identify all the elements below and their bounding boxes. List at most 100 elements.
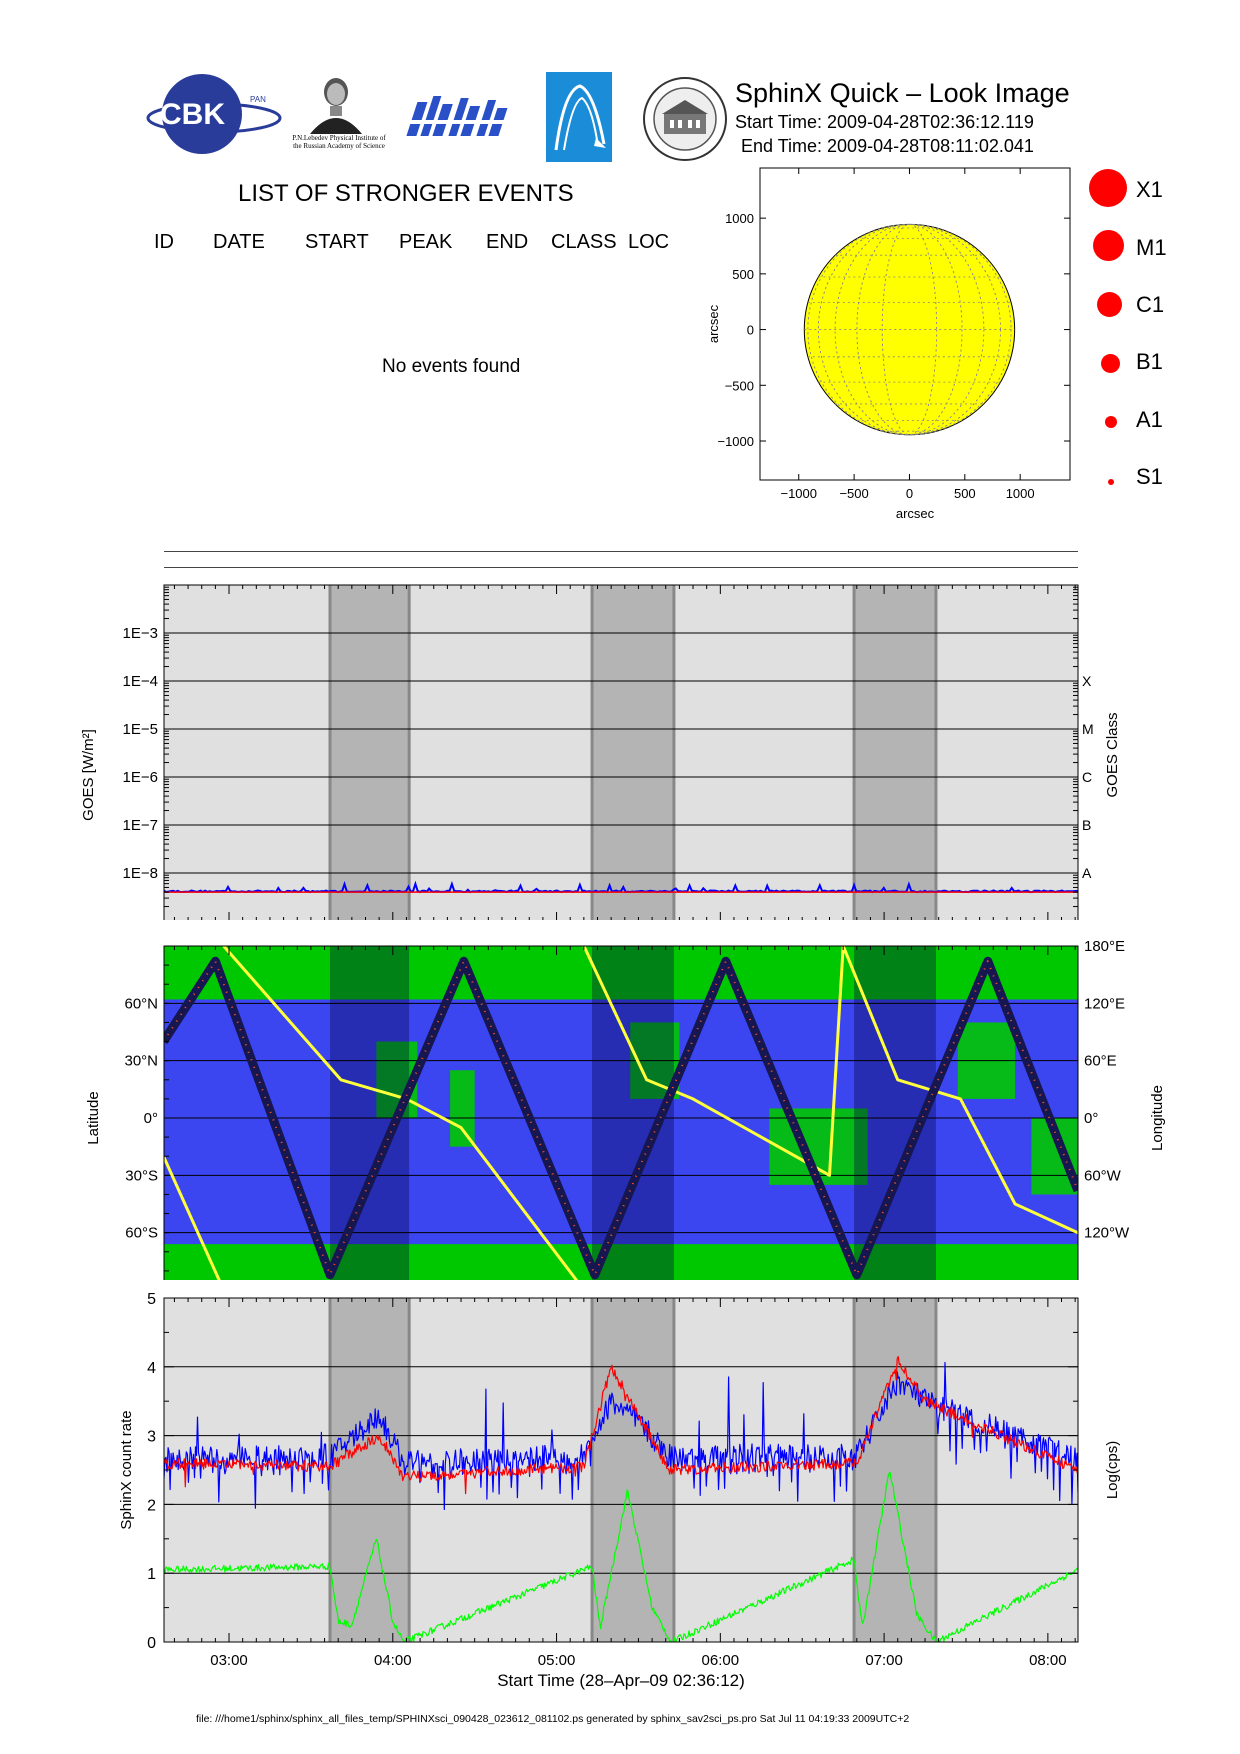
- legend-label-c1: C1: [1136, 292, 1165, 317]
- start-time: Start Time: 2009-04-28T02:36:12.119: [735, 112, 1034, 132]
- legend-dot-c1: [1097, 292, 1122, 317]
- count-eclipse-band: [330, 1298, 410, 1642]
- legend-label-m1: M1: [1136, 235, 1167, 260]
- orbit-right-tick-label: 120°E: [1084, 995, 1125, 1012]
- goes-class-label: A: [1082, 865, 1092, 881]
- legend-dot-m1: [1093, 230, 1124, 261]
- column-header-end: END: [486, 231, 529, 253]
- legend-dot-a1: [1105, 416, 1117, 428]
- orbit-green-region-north: [164, 946, 1078, 1000]
- count-x-tick-label: 03:00: [210, 1652, 248, 1669]
- goes-y-tick-label: 1E−5: [123, 721, 158, 738]
- orbit-latitude-track: [164, 956, 1078, 1280]
- sun-disk-chart: −1000 −500 0 500 1000 −1000 −500 0 500 1000 arcse…: [706, 167, 1071, 520]
- count-y-tick-label: 2: [147, 1497, 156, 1514]
- sun-x-tick-label: −1000: [780, 486, 817, 501]
- orbit-chart: 90°S60°S30°S0°30°N60°N180°W120°W60°W0°60…: [85, 938, 1166, 1280]
- column-header-date: DATE: [213, 231, 265, 253]
- goes-class-label: B: [1082, 817, 1091, 833]
- count-y-tick-label: 0: [147, 1635, 156, 1652]
- count-eclipse-band: [854, 1298, 936, 1642]
- goes-plot-frame: [163, 584, 1079, 920]
- orbit-y-tick-label: 30°S: [125, 1167, 158, 1184]
- legend-dot-b1: [1101, 354, 1120, 373]
- cbk-logo: CBK PAN: [146, 72, 282, 156]
- count-x-tick-label: 04:00: [374, 1652, 412, 1669]
- divider-line-1: [164, 551, 1078, 552]
- count-rate-chart: 0 1 2 3 4 5 03:00 04:00 05:00 06:00 07:00 08:00 Sph…: [118, 1291, 1121, 1690]
- lebedev-logo: P.N.Lebedev Physical Institute of the Ru…: [292, 72, 386, 162]
- orbit-y-tick-label: 30°N: [124, 1053, 158, 1070]
- count-y-tick-label: 5: [147, 1291, 156, 1308]
- count-series-line: [164, 1355, 1078, 1495]
- column-header-peak: PEAK: [399, 231, 453, 253]
- orbit-right-tick-label: 180°E: [1084, 938, 1125, 955]
- count-x-tick-label: 05:00: [538, 1652, 576, 1669]
- sun-x-tick-label: 500: [954, 486, 976, 501]
- count-y-tick-label: 1: [147, 1566, 156, 1583]
- goes-y-tick-label: 1E−7: [123, 817, 158, 834]
- column-header-loc: LOC: [628, 231, 670, 253]
- sun-y-tick-label: 500: [732, 267, 754, 282]
- goes-class-label: M: [1082, 721, 1094, 737]
- no-events-message: No events found: [382, 356, 521, 377]
- sun-y-axis-label: arcsec: [706, 304, 721, 343]
- orbit-green-patch: [450, 1070, 475, 1147]
- count-x-axis-label: Start Time (28–Apr–09 02:36:12): [497, 1671, 745, 1690]
- events-title: LIST OF STRONGER EVENTS: [238, 180, 574, 207]
- end-time: End Time: 2009-04-28T08:11:02.041: [741, 136, 1034, 156]
- count-series-line: [164, 1471, 1078, 1642]
- orbit-right-tick-label: 0°: [1084, 1110, 1098, 1127]
- goes-y-tick-label: 1E−3: [123, 625, 158, 642]
- sun-plot-frame: [759, 167, 1071, 481]
- count-x-tick-label: 07:00: [865, 1652, 903, 1669]
- orbit-right-tick-label: 60°E: [1084, 1053, 1117, 1070]
- miami-logo: [404, 88, 532, 148]
- column-header-start: START: [305, 231, 369, 253]
- legend-dot-x1: [1089, 169, 1127, 207]
- orbit-y-tick-label: 60°S: [125, 1225, 158, 1242]
- legend-label-a1: A1: [1136, 407, 1163, 432]
- goes-y-tick-label: 1E−6: [123, 769, 158, 786]
- goes-y-tick-label: 1E−8: [123, 865, 158, 882]
- cbk-logo-text: CBK: [160, 98, 225, 131]
- orbit-right-tick-label: 60°W: [1084, 1167, 1122, 1184]
- count-y-tick-label: 4: [147, 1360, 156, 1377]
- sun-x-axis-label: arcsec: [896, 506, 935, 520]
- count-y-axis-label: SphinX count rate: [118, 1410, 135, 1529]
- column-header-class: CLASS: [551, 231, 617, 253]
- column-header-id: ID: [154, 231, 174, 253]
- orbit-y-axis-label: Latitude: [85, 1091, 102, 1144]
- sun-y-tick-label: −1000: [717, 434, 754, 449]
- count-eclipse-band: [592, 1298, 674, 1642]
- goes-y-tick-label: 1E−4: [123, 673, 158, 690]
- count-right-axis-label: Log(cps): [1104, 1441, 1121, 1499]
- legend-label-b1: B1: [1136, 349, 1163, 374]
- divider-line-2: [164, 567, 1078, 568]
- legend-label-s1: S1: [1136, 464, 1163, 489]
- sun-x-tick-label: −500: [839, 486, 868, 501]
- sun-y-tick-label: 1000: [725, 211, 754, 226]
- sun-longitude-gridline: [817, 223, 1001, 436]
- orbit-y-tick-label: 60°N: [124, 995, 158, 1012]
- legend-dot-s1: [1108, 479, 1114, 485]
- university-seal-logo: [642, 76, 728, 162]
- goes-eclipse-band: [330, 585, 410, 920]
- goes-chart: 1E−8 1E−7 1E−6 1E−5 1E−4 1E−3 A B C M X GOES [W/m²…: [80, 584, 1121, 920]
- orbit-longitude-line: [164, 1155, 221, 1280]
- sun-x-tick-label: 0: [906, 486, 913, 501]
- goes-eclipse-band: [592, 585, 674, 920]
- blue-arc-logo: [546, 72, 612, 162]
- count-plot-frame: [163, 1297, 1079, 1643]
- count-x-tick-label: 08:00: [1029, 1652, 1067, 1669]
- cbk-logo-subtext: PAN: [250, 95, 266, 104]
- goes-class-label: C: [1082, 769, 1092, 785]
- goes-class-label: X: [1082, 673, 1092, 689]
- orbit-plot-frame: [163, 945, 1079, 1280]
- orbit-longitude-line: [582, 946, 1078, 1235]
- orbit-right-tick-label: 120°W: [1084, 1225, 1130, 1242]
- count-y-tick-label: 3: [147, 1429, 156, 1446]
- sun-y-tick-label: 0: [747, 323, 754, 338]
- legend-label-x1: X1: [1136, 177, 1163, 202]
- orbit-y-tick-label: 0°: [144, 1110, 158, 1127]
